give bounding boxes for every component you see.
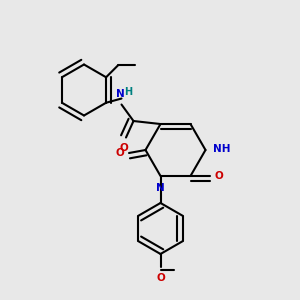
Text: O: O <box>214 171 223 181</box>
Text: N: N <box>156 184 165 194</box>
Text: O: O <box>156 273 165 283</box>
Text: NH: NH <box>213 143 230 154</box>
Text: N: N <box>116 88 124 98</box>
Text: H: H <box>124 87 132 97</box>
Text: O: O <box>119 143 128 153</box>
Text: O: O <box>116 148 124 158</box>
